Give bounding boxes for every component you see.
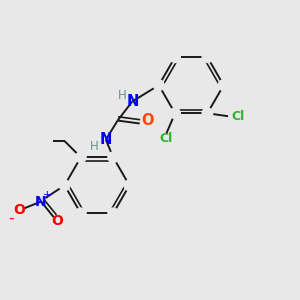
Circle shape <box>124 180 135 190</box>
Text: O: O <box>142 113 154 128</box>
Circle shape <box>108 152 119 163</box>
Text: N: N <box>100 132 112 147</box>
Text: Cl: Cl <box>160 132 173 145</box>
Text: O: O <box>13 203 25 218</box>
Text: -: - <box>8 211 14 226</box>
Circle shape <box>170 52 180 62</box>
Circle shape <box>59 180 70 190</box>
Text: O: O <box>51 214 63 228</box>
Text: N: N <box>126 94 139 109</box>
Text: H: H <box>118 89 126 102</box>
Circle shape <box>218 80 229 91</box>
Circle shape <box>76 208 86 219</box>
Circle shape <box>202 108 213 119</box>
Circle shape <box>108 208 119 219</box>
Text: H: H <box>90 140 99 153</box>
Circle shape <box>76 152 86 163</box>
Circle shape <box>154 80 164 91</box>
Text: N: N <box>35 194 47 208</box>
Circle shape <box>170 108 180 119</box>
Text: +: + <box>43 190 52 200</box>
Circle shape <box>202 52 213 62</box>
Text: Cl: Cl <box>232 110 245 123</box>
